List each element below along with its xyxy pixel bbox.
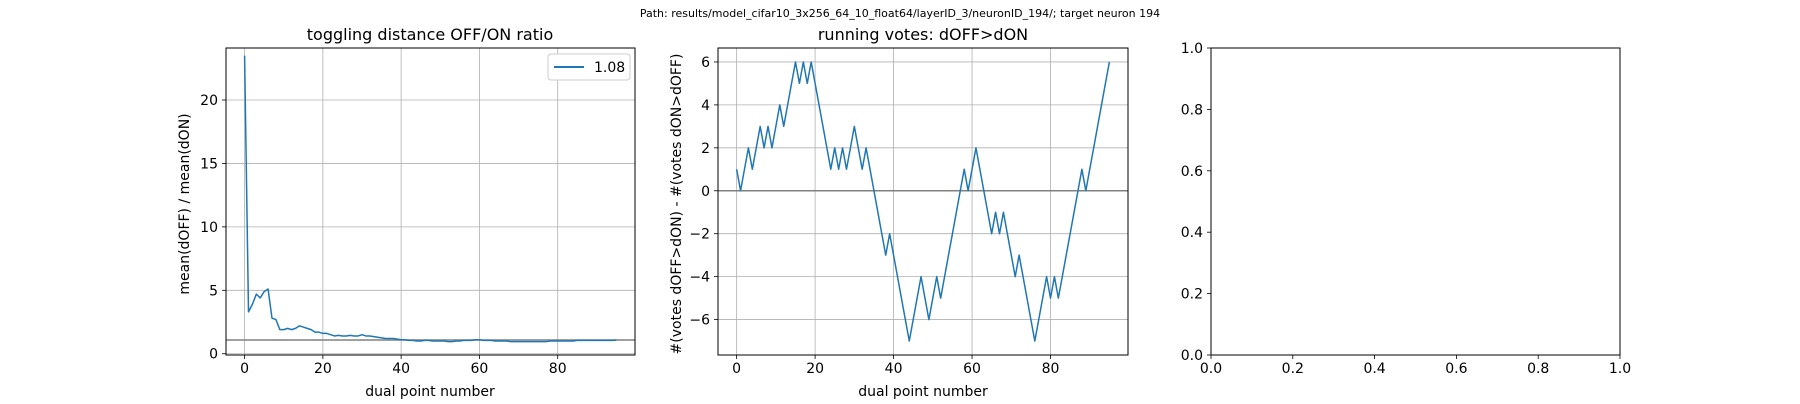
empty-chart-xtick-label: 0.0 — [1200, 361, 1222, 377]
empty-chart-xtick-label: 0.4 — [1363, 361, 1385, 377]
ratio-chart-xtick-label: 20 — [314, 361, 332, 377]
empty-chart-ytick-label: 0.0 — [1181, 348, 1203, 364]
ratio-chart-xtick-label: 0 — [240, 361, 249, 377]
ratio-chart: toggling distance OFF/ON ratio dual poin… — [177, 25, 636, 400]
legend-label: 1.08 — [594, 60, 625, 76]
empty-chart-ytick-label: 1.0 — [1181, 41, 1203, 57]
empty-chart-ytick-label: 0.8 — [1181, 102, 1203, 118]
ratio-chart-ytick-label: 20 — [200, 93, 218, 109]
ratio-chart-xtick-label: 60 — [471, 361, 489, 377]
empty-chart-xtick-label: 0.2 — [1282, 361, 1304, 377]
legend-frame — [547, 53, 631, 81]
ratio-chart-ylabel: mean(dOFF) / mean(dON) — [177, 113, 193, 294]
votes-chart-axes-frame — [717, 47, 1129, 356]
empty-chart: 0.0 0.2 0.4 0.6 0.8 1.0 0.0 0.2 0.4 0.6 0.8 1.0 — [1181, 41, 1631, 377]
ratio-chart-axes-frame — [225, 47, 636, 356]
empty-chart-xtick-label: 0.8 — [1527, 361, 1549, 377]
ratio-chart-ytick-label: 0 — [209, 347, 218, 363]
ratio-chart-plot-area: 0 20 40 60 80 0 5 10 15 20 — [200, 47, 636, 377]
votes-chart-ytick-label: −4 — [689, 270, 710, 286]
ratio-chart-legend: 1.08 — [547, 53, 631, 81]
votes-chart-plot-area: 0 20 40 60 80 −6 −4 −2 0 2 4 6 — [689, 47, 1129, 377]
ratio-chart-ytick-label: 5 — [209, 283, 218, 299]
empty-chart-ytick-label: 0.4 — [1181, 225, 1203, 241]
votes-chart-xtick-label: 0 — [732, 361, 741, 377]
votes-chart-ytick-label: −2 — [689, 227, 710, 243]
votes-chart-ytick-label: 0 — [701, 184, 710, 200]
figure-suptitle: Path: results/model_cifar10_3x256_64_10_… — [640, 7, 1160, 20]
votes-chart-xtick-label: 40 — [885, 361, 903, 377]
empty-chart-xtick-label: 1.0 — [1609, 361, 1631, 377]
votes-chart-ytick-label: 2 — [701, 141, 710, 157]
ratio-chart-xtick-label: 40 — [392, 361, 410, 377]
empty-chart-axes-frame — [1210, 47, 1621, 356]
votes-chart-series-line-0 — [735, 61, 1111, 342]
votes-chart-xtick-label: 60 — [963, 361, 981, 377]
ratio-chart-series-line-0 — [243, 55, 617, 343]
votes-chart-xtick-label: 80 — [1042, 361, 1060, 377]
ratio-chart-xtick-label: 80 — [549, 361, 567, 377]
votes-chart-xlabel: dual point number — [858, 384, 988, 400]
empty-chart-plot-area: 0.0 0.2 0.4 0.6 0.8 1.0 0.0 0.2 0.4 0.6 0.8 1.0 — [1181, 41, 1631, 377]
ratio-chart-title: toggling distance OFF/ON ratio — [307, 25, 553, 44]
empty-chart-ytick-label: 0.6 — [1181, 164, 1203, 180]
votes-chart-ytick-label: 4 — [701, 98, 710, 114]
votes-chart-ylabel: #(votes dOFF>dON) - #(votes dON>dOFF) — [669, 54, 685, 355]
votes-chart-ytick-label: −6 — [689, 313, 710, 329]
votes-chart-xtick-label: 20 — [806, 361, 824, 377]
ratio-chart-xlabel: dual point number — [365, 384, 495, 400]
empty-chart-ytick-label: 0.2 — [1181, 287, 1203, 303]
ratio-chart-ytick-label: 10 — [200, 220, 218, 236]
votes-chart-title: running votes: dOFF>dON — [818, 25, 1028, 44]
votes-chart: running votes: dOFF>dON dual point numbe… — [669, 25, 1129, 400]
votes-chart-ytick-label: 6 — [701, 55, 710, 71]
empty-chart-xtick-label: 0.6 — [1445, 361, 1467, 377]
ratio-chart-ytick-label: 15 — [200, 156, 218, 172]
